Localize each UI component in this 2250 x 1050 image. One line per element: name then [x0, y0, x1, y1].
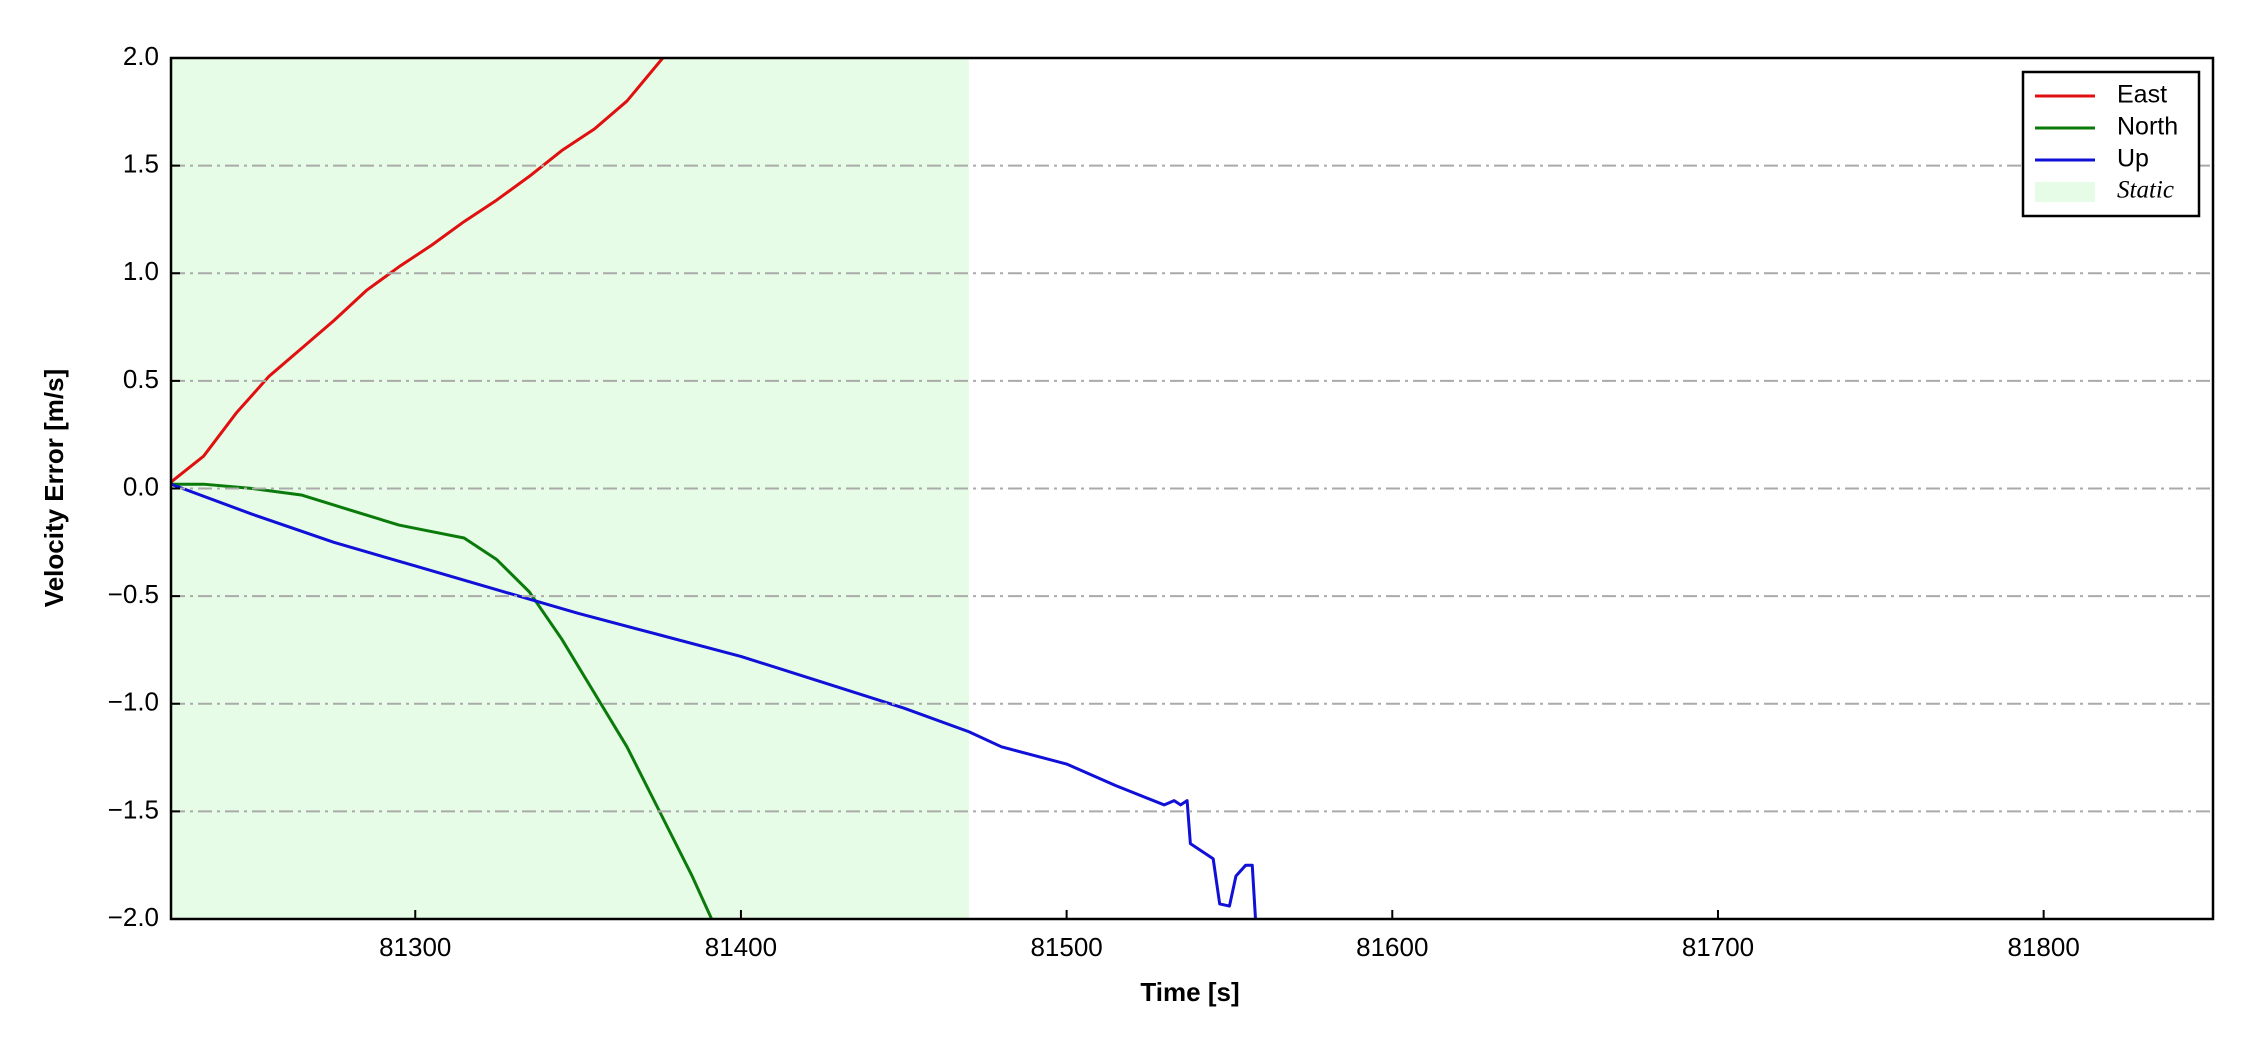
x-tick-label: 81700 [1682, 932, 1754, 962]
legend-label: Static [2117, 177, 2174, 204]
plot-frame [169, 56, 2215, 921]
y-axis-label: Velocity Error [m/s] [39, 369, 69, 607]
y-tick-label: 0.5 [123, 364, 159, 394]
legend-label: North [2117, 113, 2178, 141]
legend-swatch [2035, 182, 2095, 202]
legend-label: East [2117, 81, 2167, 109]
y-tick-label: 2.0 [123, 41, 159, 71]
y-tick-label: −2.0 [108, 902, 159, 932]
y-tick-label: 0.0 [123, 471, 159, 501]
line-series [171, 58, 664, 484]
y-tick-label: −1.0 [108, 687, 159, 717]
y-tick-label: −0.5 [108, 579, 159, 609]
y-tick-label: −1.5 [108, 794, 159, 824]
line-series [171, 482, 713, 919]
x-tick-label: 81600 [1356, 932, 1428, 962]
x-tick-label: 81400 [705, 932, 777, 962]
line-series [171, 482, 1258, 919]
legend-label: Up [2117, 145, 2149, 173]
x-tick-label: 81500 [1030, 932, 1102, 962]
x-tick-label: 81300 [379, 932, 451, 962]
y-tick-label: 1.5 [123, 149, 159, 179]
y-tick-label: 1.0 [123, 256, 159, 286]
legend: East North Up Static [2021, 70, 2201, 218]
x-axis-label: Time [s] [1140, 977, 1239, 1007]
x-tick-label: 81800 [2007, 932, 2079, 962]
